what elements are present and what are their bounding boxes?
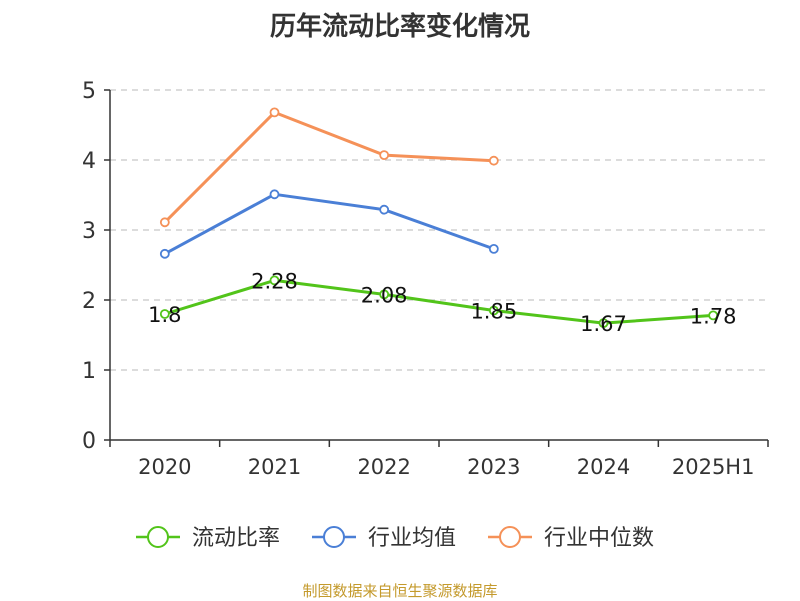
legend-circle-icon <box>323 526 345 548</box>
data-point[interactable] <box>269 107 280 118</box>
data-point[interactable] <box>598 318 609 329</box>
data-label: 2.08 <box>361 283 408 307</box>
data-point[interactable] <box>379 204 390 215</box>
data-label: 1.8 <box>148 303 181 327</box>
y-tick-label: 4 <box>82 149 96 174</box>
axis-layer: 0 1 2 3 4 5 2020 2021 2022 2023 2024 2025H1 <box>82 79 769 479</box>
legend: 流动比率 行业均值 行业中位数 <box>136 526 654 551</box>
data-point[interactable] <box>488 305 499 316</box>
legend-circle-icon <box>499 526 521 548</box>
x-tick-label: 2021 <box>248 455 301 479</box>
x-tick-label: 2022 <box>357 455 410 479</box>
series-line <box>163 110 494 224</box>
data-point[interactable] <box>379 289 390 300</box>
x-tick-label: 2025H1 <box>672 455 755 479</box>
x-tick-label: 2024 <box>577 455 630 479</box>
legend-label: 流动比率 <box>192 526 280 551</box>
y-tick-label: 1 <box>82 359 96 384</box>
data-label: 1.85 <box>470 300 517 324</box>
x-tick-label: 2020 <box>138 455 191 479</box>
data-label-layer: 1.8 2.28 2.08 1.85 1.67 1.78 <box>148 269 736 336</box>
y-tick-label: 0 <box>82 429 96 454</box>
data-point[interactable] <box>159 248 170 259</box>
y-tick-label: 5 <box>82 79 96 104</box>
chart-title: 历年流动比率变化情况 <box>269 12 530 42</box>
series-line <box>164 192 495 256</box>
series-line <box>164 278 714 325</box>
data-label: 2.28 <box>251 269 298 293</box>
data-point[interactable] <box>269 189 280 200</box>
data-point[interactable] <box>159 217 170 228</box>
data-label: 1.78 <box>690 304 737 328</box>
data-point[interactable] <box>379 150 390 161</box>
legend-item[interactable]: 行业均值 <box>312 526 456 551</box>
legend-circle-icon <box>147 526 169 548</box>
data-point[interactable] <box>708 310 719 321</box>
x-tick-label: 2023 <box>467 455 520 479</box>
data-point[interactable] <box>269 275 280 286</box>
legend-item[interactable]: 行业中位数 <box>488 526 654 551</box>
y-tick-label: 2 <box>82 289 96 314</box>
data-point[interactable] <box>488 155 499 166</box>
series-layer <box>159 107 719 329</box>
source-note: 制图数据来自恒生聚源数据库 <box>302 582 498 600</box>
data-point[interactable] <box>159 309 170 319</box>
legend-label: 行业均值 <box>368 526 456 551</box>
y-tick-label: 3 <box>82 219 96 244</box>
data-label: 1.67 <box>580 312 627 336</box>
legend-label: 行业中位数 <box>544 526 654 551</box>
legend-item[interactable]: 流动比率 <box>136 526 280 551</box>
data-point[interactable] <box>488 243 499 254</box>
